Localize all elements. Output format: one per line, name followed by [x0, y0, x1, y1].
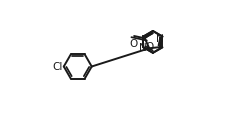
Text: N: N — [155, 34, 163, 44]
Text: O: O — [129, 39, 137, 49]
Text: O: O — [144, 42, 153, 52]
Text: N: N — [138, 43, 146, 53]
Text: Cl: Cl — [52, 61, 63, 72]
